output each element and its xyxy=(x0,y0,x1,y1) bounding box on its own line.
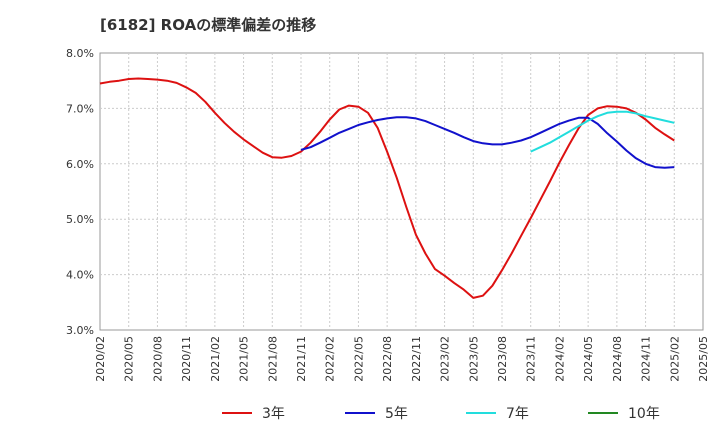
x-tick-label: 2023/08 xyxy=(496,336,509,382)
x-tick-label: 2023/05 xyxy=(467,336,480,382)
x-tick-label: 2025/02 xyxy=(668,336,681,382)
x-tick-label: 2024/08 xyxy=(611,336,624,382)
x-tick-label: 2020/11 xyxy=(180,336,193,382)
x-tick-label: 2023/02 xyxy=(439,336,452,382)
series-line-3 xyxy=(530,110,675,153)
x-tick-label: 2022/08 xyxy=(381,336,394,382)
x-tick-label: 2022/11 xyxy=(410,336,423,382)
legend-label: 5年 xyxy=(385,406,408,422)
y-tick-label: 4.0% xyxy=(66,269,94,282)
x-tick-label: 2021/02 xyxy=(209,336,222,382)
x-tick-label: 2022/02 xyxy=(324,336,337,382)
x-tick-label: 2024/05 xyxy=(582,336,595,382)
x-tick-label: 2021/08 xyxy=(266,336,279,382)
legend-item-4: 10年 xyxy=(588,406,660,422)
x-tick-label: 2022/05 xyxy=(352,336,365,382)
legend: 3年 5年 7年 10年 xyxy=(222,406,660,422)
series-line-2 xyxy=(300,116,675,169)
series-line-1 xyxy=(99,77,675,299)
y-tick-label: 7.0% xyxy=(66,102,94,115)
x-tick-label: 2020/08 xyxy=(151,336,164,382)
legend-label: 7年 xyxy=(506,406,529,422)
y-tick-label: 8.0% xyxy=(66,47,94,60)
y-tick-label: 6.0% xyxy=(66,158,94,171)
y-tick-label: 5.0% xyxy=(66,213,94,226)
x-tick-label: 2020/05 xyxy=(123,336,136,382)
legend-item-3: 7年 xyxy=(466,406,529,422)
x-axis-ticks: 2020/02 2020/05 2020/08 2020/11 2021/02 2021/… xyxy=(94,336,710,382)
y-axis-ticks: 3.0% 4.0% 5.0% 6.0% 7.0% 8.0% xyxy=(66,47,94,337)
x-tick-label: 2023/11 xyxy=(525,336,538,382)
legend-item-1: 3年 xyxy=(222,406,285,422)
x-tick-label: 2025/05 xyxy=(697,336,710,382)
chart-title: [6182] ROAの標準偏差の推移 xyxy=(100,16,317,34)
y-tick-label: 3.0% xyxy=(66,324,94,337)
legend-item-2: 5年 xyxy=(345,406,408,422)
legend-label: 3年 xyxy=(262,406,285,422)
x-tick-label: 2024/02 xyxy=(553,336,566,382)
legend-label: 10年 xyxy=(628,406,660,422)
x-tick-label: 2021/05 xyxy=(238,336,251,382)
series-lines xyxy=(99,77,675,299)
grid xyxy=(100,53,703,330)
x-tick-label: 2024/11 xyxy=(640,336,653,382)
x-tick-label: 2021/11 xyxy=(295,336,308,382)
x-tick-label: 2020/02 xyxy=(94,336,107,382)
